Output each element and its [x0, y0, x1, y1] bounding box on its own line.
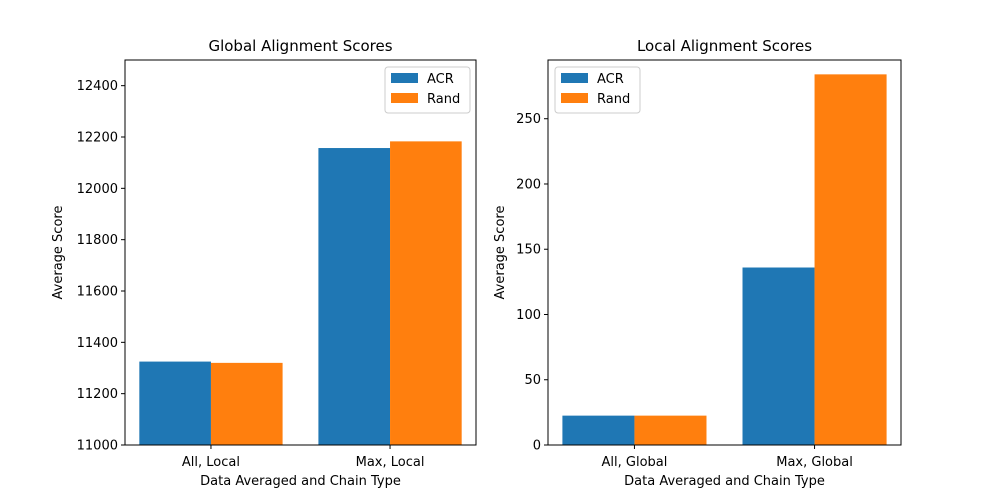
bar-acr-1	[742, 267, 815, 445]
y-tick-label: 50	[524, 373, 541, 388]
bar-rand-0	[634, 415, 707, 445]
y-tick-label: 11000	[77, 439, 118, 454]
chart-title: Global Alignment Scores	[208, 37, 392, 55]
legend: ACR Rand	[554, 66, 641, 114]
legend-swatch-rand	[561, 93, 588, 103]
y-tick-label: 0	[533, 439, 541, 454]
legend-label-acr: ACR	[427, 72, 454, 87]
legend: ACR Rand	[384, 66, 471, 114]
y-tick-label: 12400	[77, 79, 118, 94]
legend-label-rand: Rand	[427, 92, 460, 107]
bar-acr-0	[562, 415, 635, 445]
axes-frame	[124, 59, 477, 446]
local-alignment-chart: Local Alignment Scores 0 50 100 150 200 250 All…	[493, 37, 902, 489]
y-tick-label: 200	[516, 177, 541, 192]
y-tick-label: 11200	[77, 387, 118, 402]
y-tick-label: 11400	[77, 336, 118, 351]
bar-rand-0	[210, 362, 283, 445]
chart-title: Local Alignment Scores	[637, 37, 812, 55]
y-axis-label: Average Score	[51, 206, 66, 300]
bar-rand-1	[814, 74, 887, 446]
y-tick-label: 250	[516, 112, 541, 127]
legend-label-rand: Rand	[597, 92, 630, 107]
bar-acr-0	[139, 361, 211, 445]
x-tick-label: Max, Global	[776, 455, 853, 470]
legend-swatch-acr	[561, 73, 588, 83]
global-alignment-chart: Global Alignment Scores 11000 11200 11400 11…	[51, 37, 477, 489]
y-axis-label: Average Score	[493, 206, 508, 300]
x-axis-label: Data Averaged and Chain Type	[200, 474, 401, 489]
axes-frame	[547, 59, 902, 446]
x-tick-label: All, Local	[182, 455, 240, 470]
y-tick-label: 12200	[77, 131, 118, 146]
legend-label-acr: ACR	[597, 72, 624, 87]
y-tick-label: 100	[516, 308, 541, 323]
legend-swatch-rand	[391, 93, 418, 103]
legend-swatch-acr	[391, 73, 418, 83]
y-tick-label: 11800	[77, 233, 118, 248]
x-tick-label: Max, Local	[356, 455, 425, 470]
y-tick-label: 150	[516, 243, 541, 258]
x-axis-label: Data Averaged and Chain Type	[624, 474, 825, 489]
bar-acr-1	[318, 148, 391, 445]
x-tick-label: All, Global	[602, 455, 668, 470]
y-tick-label: 12000	[77, 182, 118, 197]
y-tick-label: 11600	[77, 285, 118, 300]
bar-rand-1	[390, 141, 462, 445]
